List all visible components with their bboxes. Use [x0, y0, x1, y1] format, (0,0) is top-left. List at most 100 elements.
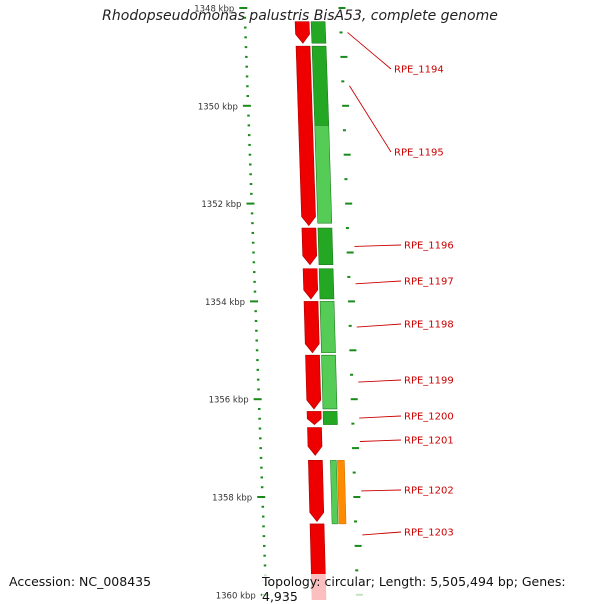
reverse-strand-layer	[311, 22, 347, 525]
minor-tick	[252, 271, 256, 274]
reverse-gene-block	[318, 268, 335, 300]
label-leader-line	[362, 531, 402, 536]
gene-label: RPE_1200	[404, 412, 454, 423]
gene-label: RPE_1199	[404, 376, 454, 387]
gene-label: RPE_1197	[404, 277, 454, 288]
reverse-track-tick	[341, 80, 345, 83]
major-tick	[257, 496, 266, 498]
minor-tick	[252, 261, 256, 264]
tick-label: 1354 kbp	[205, 298, 245, 308]
gene-label: RPE_1198	[404, 320, 454, 331]
minor-tick	[249, 173, 252, 176]
minor-tick	[243, 16, 247, 19]
major-tick	[242, 104, 251, 107]
label-leader-line	[358, 379, 402, 383]
minor-tick	[255, 329, 258, 332]
minor-tick	[251, 222, 254, 225]
minor-tick	[248, 153, 252, 156]
reverse-track-tick	[346, 251, 354, 254]
reverse-track-tick	[345, 202, 353, 205]
minor-tick	[246, 95, 250, 98]
reverse-track-tick	[340, 55, 348, 58]
minor-tick	[260, 486, 264, 489]
label-leader-line	[356, 323, 402, 328]
reverse-track-tick	[342, 129, 346, 132]
minor-tick	[256, 368, 260, 371]
gene-label: RPE_1196	[404, 241, 454, 252]
minor-tick	[254, 319, 258, 322]
forward-gene-arrow	[307, 427, 323, 456]
label-leader-line	[355, 280, 402, 285]
minor-tick	[257, 388, 260, 391]
reverse-gene-block	[314, 125, 333, 224]
tick-label: 1360 kbp	[216, 591, 256, 600]
minor-tick	[262, 535, 266, 538]
minor-tick	[260, 466, 263, 469]
minor-tick	[254, 310, 257, 313]
minor-tick	[244, 46, 248, 49]
forward-gene-arrow	[308, 460, 325, 522]
gene-label: RPE_1194	[394, 65, 444, 76]
gene-labels: RPE_1194 RPE_1195 RPE_1196 RPE_1197 RPE_1198…	[347, 32, 454, 539]
forward-gene-arrow	[305, 354, 322, 410]
minor-tick	[259, 456, 263, 459]
minor-tick	[247, 124, 251, 127]
minor-tick	[255, 339, 258, 342]
tick-label: 1352 kbp	[201, 200, 241, 210]
minor-tick	[259, 437, 262, 440]
map-title: Rhodopseudomonas palustris BisA53, compl…	[102, 8, 498, 24]
accession-text: Accession: NC_008435	[9, 574, 152, 589]
gene-label: RPE_1202	[404, 486, 454, 497]
minor-tick	[261, 515, 265, 518]
genome-stats-text: Topology: circular; Length: 5,505,494 bp…	[262, 574, 600, 604]
reverse-track-tick	[353, 496, 361, 498]
orange-gene-block	[337, 460, 347, 525]
minor-tick	[250, 192, 253, 195]
reverse-gene-block	[317, 227, 334, 266]
reverse-track-tick	[344, 178, 348, 181]
label-leader-line	[354, 244, 402, 247]
reverse-track-tick	[338, 7, 346, 9]
minor-tick	[253, 280, 256, 283]
reverse-track-tick	[348, 300, 356, 303]
minor-tick	[247, 114, 250, 117]
forward-gene-arrow	[295, 45, 316, 227]
minor-tick	[246, 85, 249, 88]
minor-tick	[252, 251, 255, 254]
gene-label: RPE_1201	[404, 436, 454, 447]
reverse-track-tick	[347, 275, 351, 278]
reverse-track-tick	[348, 324, 352, 327]
major-tick	[239, 7, 248, 9]
minor-tick	[263, 544, 266, 547]
minor-tick	[262, 525, 265, 528]
minor-tick	[256, 378, 260, 381]
forward-gene-arrow	[301, 227, 318, 266]
minor-tick	[255, 349, 259, 352]
label-leader-line	[359, 439, 402, 442]
reverse-track-tick	[353, 520, 357, 523]
gene-label: RPE_1203	[404, 528, 454, 539]
reverse-gene-block	[330, 460, 339, 525]
tick-label: 1348 kbp	[194, 5, 234, 15]
tick-label: 1356 kbp	[209, 396, 249, 406]
tick-label: 1350 kbp	[198, 102, 238, 112]
reverse-track-tick	[350, 398, 358, 401]
minor-tick	[253, 290, 257, 293]
minor-tick	[249, 183, 253, 186]
reverse-track-tick	[343, 153, 351, 156]
minor-tick	[244, 26, 247, 29]
reverse-track-tick	[352, 471, 356, 474]
minor-tick	[263, 564, 267, 567]
reverse-track-tick	[352, 447, 360, 450]
reverse-track-tick	[355, 569, 359, 572]
minor-tick	[247, 134, 251, 137]
scale-ticks: 1348 kbp 1350 kbp 1352 kbp 1354 kbp 1356 kbp…	[194, 5, 363, 600]
gene-label: RPE_1195	[394, 148, 444, 159]
reverse-gene-block	[322, 411, 338, 425]
reverse-track-tick	[339, 31, 343, 34]
minor-tick	[258, 427, 262, 430]
minor-tick	[250, 212, 254, 215]
minor-tick	[248, 143, 251, 146]
minor-tick	[256, 359, 259, 362]
major-tick	[246, 202, 255, 205]
